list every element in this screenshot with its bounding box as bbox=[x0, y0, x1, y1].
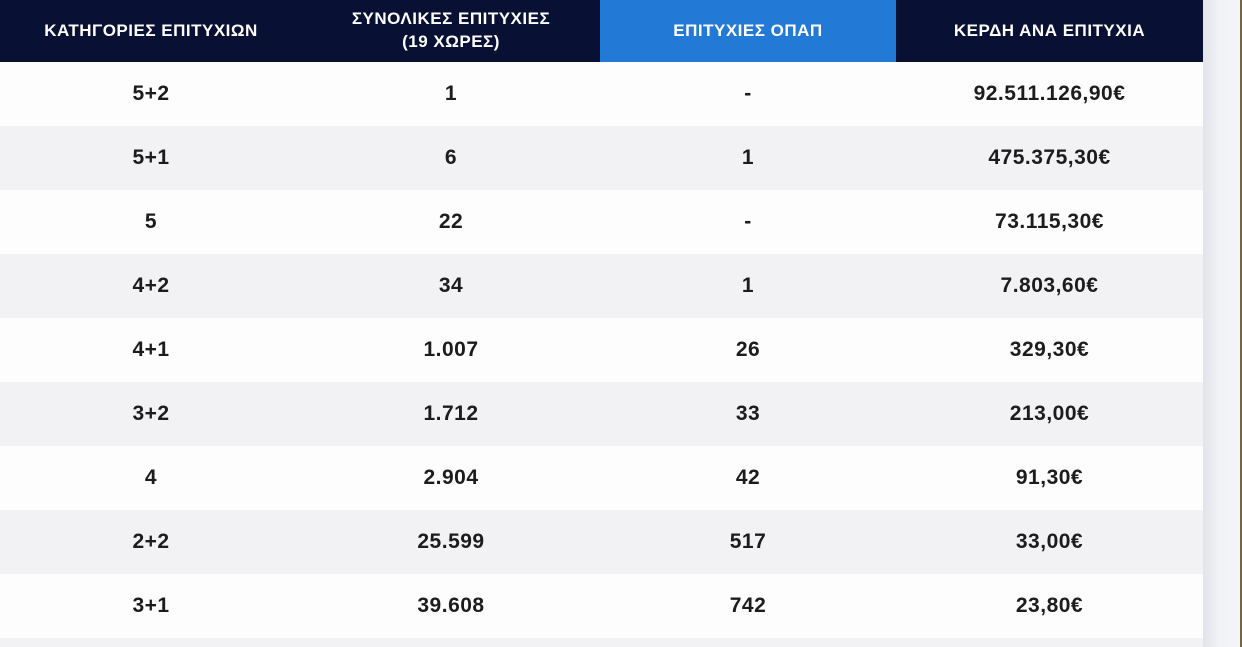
table-row: 3+2 1.712 33 213,00€ bbox=[0, 382, 1203, 446]
cell-total-wins: 34 bbox=[438, 274, 464, 297]
page-right-gutter bbox=[1203, 0, 1242, 647]
cell-category: 5+1 bbox=[132, 146, 170, 169]
table-row: 5 22 - 73.115,30€ bbox=[0, 190, 1203, 254]
cell-category: 5 bbox=[144, 210, 158, 233]
table-row: 3+1 39.608 742 23,80€ bbox=[0, 574, 1203, 638]
cell-category: 3+2 bbox=[132, 402, 170, 425]
column-header-sublabel: (19 ΧΩΡΕΣ) bbox=[402, 32, 500, 51]
results-table: ΚΑΤΗΓΟΡΙΕΣ ΕΠΙΤΥΧΙΩΝ ΣΥΝΟΛΙΚΕΣ ΕΠΙΤΥΧΙΕΣ… bbox=[0, 0, 1203, 647]
table-row-partially-visible bbox=[0, 638, 1203, 647]
cell-prize-per-win: 475.375,30€ bbox=[988, 146, 1111, 169]
table-header-row: ΚΑΤΗΓΟΡΙΕΣ ΕΠΙΤΥΧΙΩΝ ΣΥΝΟΛΙΚΕΣ ΕΠΙΤΥΧΙΕΣ… bbox=[0, 0, 1203, 62]
cell-prize-per-win: 329,30€ bbox=[1009, 338, 1090, 361]
column-header-label: ΚΕΡΔΗ ΑΝΑ ΕΠΙΤΥΧΙΑ bbox=[953, 20, 1146, 40]
column-header-label: ΚΑΤΗΓΟΡΙΕΣ ΕΠΙΤΥΧΙΩΝ bbox=[44, 20, 258, 40]
cell-opap-wins: 517 bbox=[729, 530, 767, 553]
cell-total-wins: 1.007 bbox=[423, 338, 479, 361]
column-header-categories: ΚΑΤΗΓΟΡΙΕΣ ΕΠΙΤΥΧΙΩΝ bbox=[0, 0, 302, 62]
cell-opap-wins: 26 bbox=[735, 338, 761, 361]
cell-total-wins: 25.599 bbox=[417, 530, 485, 553]
cell-total-wins: 1.712 bbox=[423, 402, 479, 425]
cell-prize-per-win: 213,00€ bbox=[1009, 402, 1090, 425]
cell-opap-wins: 42 bbox=[735, 466, 761, 489]
cell-total-wins: 1 bbox=[444, 82, 458, 105]
cell-category: 5+2 bbox=[132, 82, 170, 105]
cell-opap-wins: - bbox=[744, 210, 752, 233]
table-row: 4+2 34 1 7.803,60€ bbox=[0, 254, 1203, 318]
cell-category: 4 bbox=[144, 466, 158, 489]
cell-total-wins: 22 bbox=[438, 210, 464, 233]
table-row: 4+1 1.007 26 329,30€ bbox=[0, 318, 1203, 382]
cell-prize-per-win: 73.115,30€ bbox=[995, 210, 1104, 233]
cell-opap-wins: 1 bbox=[741, 146, 755, 169]
table-row: 5+1 6 1 475.375,30€ bbox=[0, 126, 1203, 190]
cell-category: 3+1 bbox=[132, 594, 170, 617]
cell-category: 4+2 bbox=[132, 274, 170, 297]
table-row: 4 2.904 42 91,30€ bbox=[0, 446, 1203, 510]
cell-total-wins: 39.608 bbox=[417, 594, 485, 617]
cell-opap-wins: 33 bbox=[735, 402, 761, 425]
column-header-total-wins: ΣΥΝΟΛΙΚΕΣ ΕΠΙΤΥΧΙΕΣ (19 ΧΩΡΕΣ) bbox=[302, 0, 600, 62]
cell-prize-per-win: 7.803,60€ bbox=[1000, 274, 1099, 297]
column-header-label: ΣΥΝΟΛΙΚΕΣ ΕΠΙΤΥΧΙΕΣ bbox=[351, 9, 551, 29]
cell-prize-per-win: 23,80€ bbox=[1015, 594, 1084, 617]
column-header-label: ΕΠΙΤΥΧΙΕΣ ΟΠΑΠ bbox=[673, 20, 823, 40]
table-body: 5+2 1 - 92.511.126,90€ 5+1 6 1 475.375,3… bbox=[0, 62, 1203, 647]
cell-category: 4+1 bbox=[132, 338, 170, 361]
table-row: 5+2 1 - 92.511.126,90€ bbox=[0, 62, 1203, 126]
cell-opap-wins: 742 bbox=[729, 594, 767, 617]
cell-total-wins: 6 bbox=[444, 146, 458, 169]
cell-opap-wins: 1 bbox=[741, 274, 755, 297]
column-header-opap-wins: ΕΠΙΤΥΧΙΕΣ ΟΠΑΠ bbox=[600, 0, 896, 62]
cell-category: 2+2 bbox=[132, 530, 170, 553]
cell-total-wins: 2.904 bbox=[423, 466, 479, 489]
column-header-prize-per-win: ΚΕΡΔΗ ΑΝΑ ΕΠΙΤΥΧΙΑ bbox=[896, 0, 1203, 62]
cell-prize-per-win: 91,30€ bbox=[1015, 466, 1084, 489]
cell-opap-wins: - bbox=[744, 82, 752, 105]
cell-prize-per-win: 92.511.126,90€ bbox=[973, 82, 1126, 105]
cell-prize-per-win: 33,00€ bbox=[1015, 530, 1084, 553]
table-row: 2+2 25.599 517 33,00€ bbox=[0, 510, 1203, 574]
